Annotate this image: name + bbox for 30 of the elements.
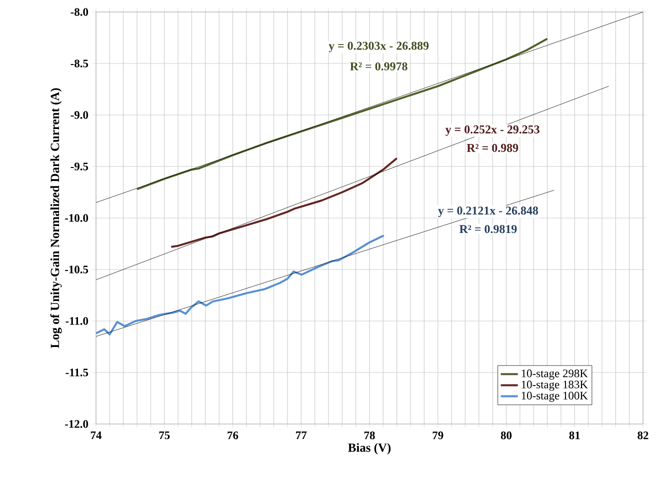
y-tick-label: -10.5 [65,266,88,274]
y-axis-title: Log of Unity-Gain Normalized Dark Current (A) [50,88,62,348]
x-tick-label: 80 [500,432,512,440]
line-series [95,234,385,336]
y-tick-label: -9.5 [70,162,88,170]
x-tick-label: 82 [638,432,648,440]
x-tick-label: 78 [364,432,375,440]
x-tick-label: 79 [432,432,444,440]
y-tick-label: -8.5 [70,60,88,68]
x-tick-label: 75 [159,432,170,440]
x-tick-label: 76 [228,432,238,440]
annotation: R² = 0.9978 [350,62,408,70]
annotation: y = 0.252x - 29.253 [445,125,540,136]
y-tick-label: -8.0 [70,8,88,16]
x-tick-label: 77 [296,432,307,440]
annotation: R² = 0.9819 [459,225,517,234]
legend-label: 10-stage 100K [522,392,588,402]
x-tick-label: 81 [569,432,580,440]
x-axis-title: Bias (V) [348,443,391,454]
y-tick-label: -10.0 [65,214,88,222]
y-tick-label: -11.5 [66,368,88,376]
y-tick-label: -11.0 [66,317,88,325]
annotation: R² = 0.989 [466,144,518,152]
annotation: y = 0.2121x - 26.848 [438,206,538,218]
y-tick-label: -9.0 [70,111,88,119]
legend-label: 10-stage 183K [522,380,588,391]
y-tick-label: -12.0 [65,420,88,428]
x-tick-label: 74 [90,432,102,440]
annotation: y = 0.2303x - 26.889 [328,42,429,52]
legend-label: 10-stage 298K [522,370,588,380]
